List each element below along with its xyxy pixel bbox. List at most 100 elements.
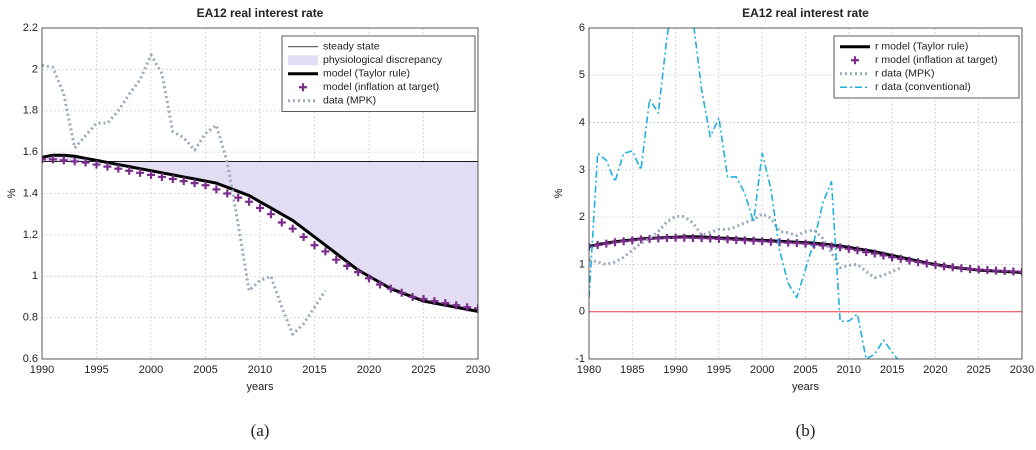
chart-title: EA12 real interest rate — [197, 6, 324, 20]
marker — [723, 235, 732, 244]
y-tick-label: 3 — [579, 164, 585, 176]
marker — [245, 197, 254, 206]
marker — [948, 263, 957, 272]
marker — [277, 218, 286, 227]
y-tick-label: 0.8 — [23, 312, 38, 324]
marker — [654, 234, 663, 243]
marker — [862, 248, 871, 257]
legend-swatch — [851, 56, 859, 65]
legend-label: physiological discrepancy — [323, 54, 443, 66]
x-tick-label: 2020 — [923, 364, 947, 376]
marker — [147, 170, 155, 179]
y-axis-label: % — [553, 188, 565, 198]
legend-swatch — [299, 83, 307, 92]
marker — [48, 155, 57, 164]
marker — [879, 251, 888, 260]
marker — [749, 236, 758, 245]
y-tick-label: 1 — [579, 258, 585, 270]
x-tick-label: 1995 — [707, 364, 731, 376]
y-tick-label: 1.8 — [23, 105, 38, 117]
marker — [168, 175, 177, 184]
marker — [974, 265, 983, 274]
marker — [125, 166, 134, 175]
marker — [1000, 267, 1009, 276]
x-tick-label: 2010 — [248, 364, 272, 376]
marker — [441, 299, 450, 308]
marker — [321, 247, 330, 256]
legend-label: r model (Taylor rule) — [875, 41, 968, 53]
legend-label: steady state — [323, 41, 380, 53]
marker — [688, 233, 697, 242]
marker — [896, 254, 905, 263]
marker — [408, 292, 417, 301]
marker — [628, 236, 637, 245]
marker — [680, 233, 689, 242]
marker — [966, 265, 975, 274]
y-tick-label: 2.2 — [23, 22, 38, 34]
series-line — [589, 28, 899, 359]
marker — [888, 253, 897, 262]
marker — [836, 243, 845, 252]
x-tick-label: 1995 — [84, 364, 108, 376]
legend-swatch — [288, 55, 318, 66]
marker — [671, 233, 680, 242]
caption: (a) — [251, 421, 270, 440]
marker — [419, 295, 428, 304]
marker — [1009, 267, 1018, 276]
legend-label: model (Taylor rule) — [323, 68, 410, 80]
marker — [636, 235, 645, 244]
marker — [758, 237, 767, 246]
marker — [386, 284, 395, 293]
marker — [992, 266, 1001, 275]
legend-label: r data (MPK) — [875, 68, 935, 80]
marker — [266, 210, 275, 219]
x-tick-label: 1985 — [620, 364, 644, 376]
series-line — [42, 153, 478, 313]
x-tick-label: 2025 — [966, 364, 990, 376]
x-tick-label: 2025 — [411, 364, 435, 376]
marker — [42, 155, 46, 164]
y-axis-label: % — [6, 188, 18, 198]
marker — [59, 156, 68, 165]
marker — [706, 234, 715, 243]
marker — [940, 262, 949, 271]
marker — [714, 234, 723, 243]
marker — [234, 193, 243, 202]
plot-area — [589, 28, 1022, 359]
x-tick-label: 2000 — [139, 364, 163, 376]
series-line — [42, 53, 327, 336]
y-tick-label: 6 — [579, 22, 585, 34]
x-tick-label: 2030 — [466, 364, 490, 376]
x-tick-label: 2005 — [193, 364, 217, 376]
legend-label: model (inflation at target) — [323, 81, 439, 93]
marker — [354, 268, 363, 277]
marker — [288, 224, 297, 233]
panel: EA12 real interest rate years% (a) 0.6 0.8 1 1… — [6, 6, 490, 440]
marker — [905, 256, 914, 265]
marker — [922, 259, 931, 268]
marker — [256, 203, 264, 212]
marker — [223, 189, 232, 198]
marker — [397, 288, 406, 297]
axes-box — [41, 27, 479, 360]
marker — [103, 162, 112, 171]
y-tick-label: 0 — [579, 306, 585, 318]
marker — [662, 233, 671, 242]
y-tick-label: 2 — [32, 63, 38, 75]
plot-area — [42, 53, 478, 336]
marker — [92, 160, 101, 169]
x-tick-label: 2015 — [880, 364, 904, 376]
x-tick-label: 2020 — [357, 364, 381, 376]
panel: EA12 real interest rate years% (b) -1 0 1 2 3 4 5… — [553, 6, 1034, 440]
y-tick-label: 1 — [32, 270, 38, 282]
marker — [201, 181, 210, 190]
y-tick-label: -1 — [575, 353, 585, 365]
legend-label: r model (inflation at target) — [875, 54, 998, 66]
marker — [332, 255, 341, 264]
series-line — [589, 212, 902, 280]
x-axis-label: years — [247, 381, 274, 393]
y-tick-label: 1.6 — [23, 146, 38, 158]
